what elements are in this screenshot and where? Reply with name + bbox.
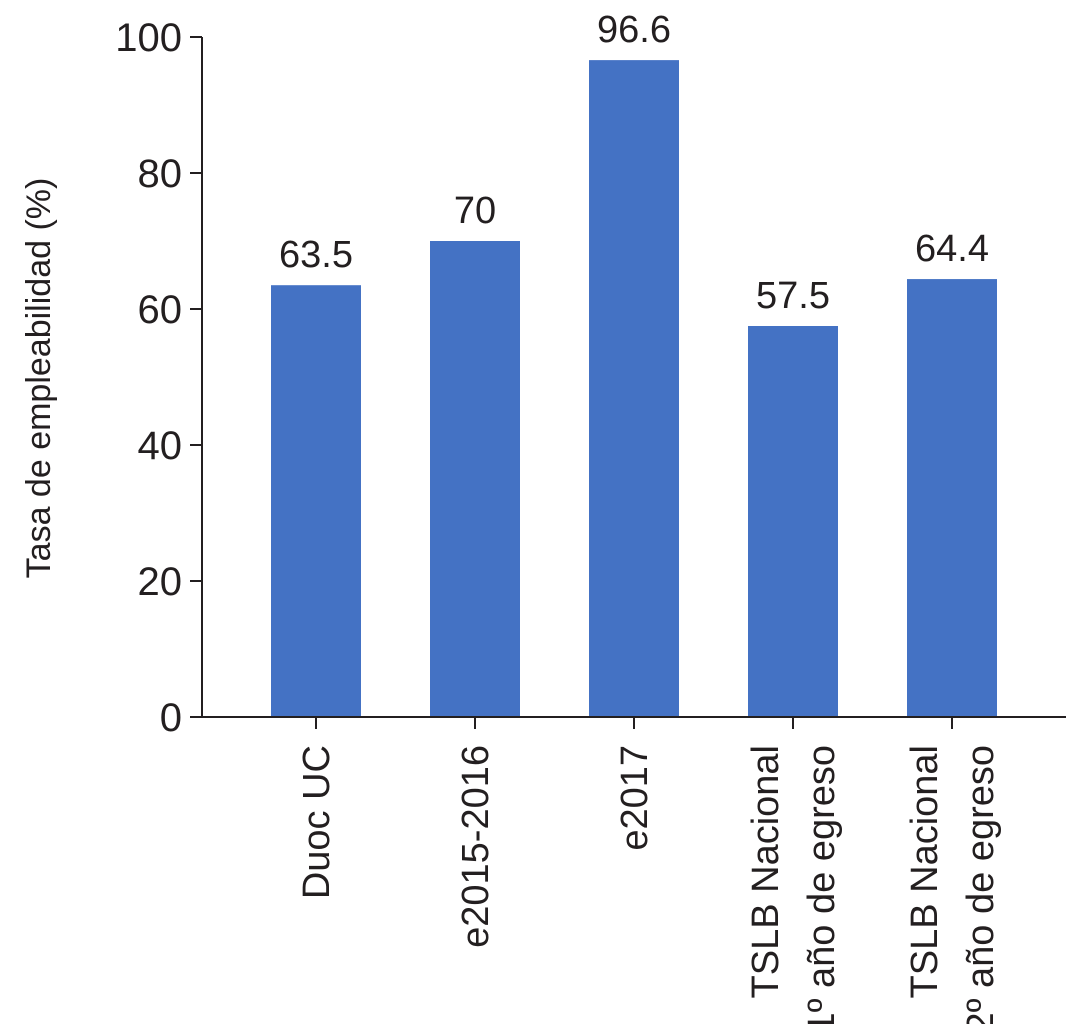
x-category-label: TSLB Nacional: [904, 745, 946, 998]
bar-value-label: 70: [454, 190, 496, 232]
bar-value-label: 64.4: [915, 228, 989, 270]
bar-value-label: 96.6: [597, 9, 671, 51]
bar: [907, 279, 997, 717]
bars-group: [271, 60, 997, 718]
value-labels-group: 63.5 70 96.6 57.5 64.4: [279, 9, 989, 317]
y-tick-label: 60: [138, 288, 183, 332]
y-axis-label: Tasa de empleabilidad (%): [20, 178, 58, 579]
y-tick-label: 0: [160, 696, 182, 740]
x-category-label: Duoc UC: [296, 745, 338, 899]
bar: [748, 326, 838, 717]
category-labels-group: Duoc UC e2015-2016 e2017 TSLB Nacional 1º añ…: [296, 745, 1002, 1024]
x-category-label: e2017: [614, 745, 656, 851]
bar: [589, 60, 679, 718]
bar-value-label: 63.5: [279, 234, 353, 276]
axes-group: 0 20 40 60 80 100: [115, 16, 1066, 740]
x-category-label: e2015-2016: [455, 745, 497, 948]
bar: [430, 241, 520, 717]
y-tick-label: 40: [138, 424, 183, 468]
y-axis-label-group: Tasa de empleabilidad (%): [20, 178, 58, 579]
x-category-label: 1º año de egreso: [801, 745, 843, 1024]
y-tick-label: 100: [115, 16, 182, 60]
x-category-label: TSLB Nacional: [745, 745, 787, 998]
x-category-label: 2º año de egreso: [960, 745, 1002, 1024]
y-tick-label: 20: [138, 560, 183, 604]
bar: [271, 285, 361, 717]
bar-value-label: 57.5: [756, 275, 830, 317]
y-tick-label: 80: [138, 152, 183, 196]
